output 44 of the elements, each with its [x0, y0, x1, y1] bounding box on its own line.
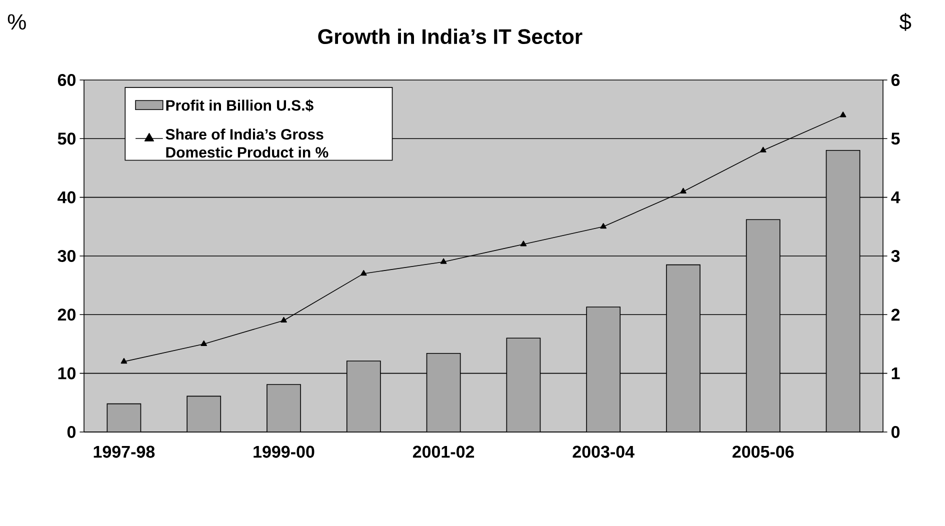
bar — [746, 219, 780, 432]
x-tick-label: 2005-06 — [732, 446, 794, 458]
point — [520, 240, 527, 246]
point — [440, 258, 447, 264]
y2-axis-title: $ — [899, 13, 912, 31]
point — [680, 188, 686, 194]
y-tick-label: 60 — [58, 74, 76, 86]
y-tick-label: 40 — [58, 191, 76, 204]
legend-label: Share of India’s Gross Domestic Product in % — [166, 128, 328, 158]
point — [360, 270, 367, 276]
y-tick-label: 0 — [67, 426, 76, 438]
legend-label: Profit in Billion U.S.$ — [166, 99, 314, 112]
bar — [346, 360, 381, 432]
point — [120, 358, 128, 364]
bar — [106, 403, 142, 432]
y-tick-label: 50 — [58, 132, 76, 145]
bar — [266, 384, 301, 432]
bar — [666, 264, 700, 432]
bar — [506, 338, 541, 432]
y2-tick-label: 0 — [891, 426, 900, 438]
bar — [426, 352, 461, 432]
chart-title: Growth in India’s IT Sector — [318, 28, 582, 44]
y-tick-label: 20 — [58, 308, 76, 321]
y2-tick-label: 1 — [892, 367, 900, 380]
y-axis-title: % — [8, 14, 26, 30]
point — [600, 223, 607, 229]
y2-tick-label: 2 — [891, 308, 900, 321]
y2-tick-label: 3 — [891, 250, 900, 262]
bar — [586, 306, 621, 432]
x-tick-label: 1999-00 — [254, 446, 314, 458]
point — [760, 146, 766, 152]
point — [840, 112, 846, 118]
bar — [826, 150, 860, 432]
y-tick-label: 30 — [58, 250, 76, 262]
x-tick-label: 2001-02 — [412, 446, 474, 458]
y2-tick-label: 5 — [891, 132, 900, 145]
y2-tick-label: 6 — [891, 74, 900, 86]
bar — [186, 396, 222, 432]
x-tick-label: 2003-04 — [572, 446, 634, 458]
x-tick-label: 1997-98 — [94, 446, 155, 458]
point — [280, 316, 287, 323]
y2-tick-label: 4 — [891, 191, 900, 204]
point — [200, 340, 208, 346]
y-tick-label: 10 — [58, 367, 76, 380]
